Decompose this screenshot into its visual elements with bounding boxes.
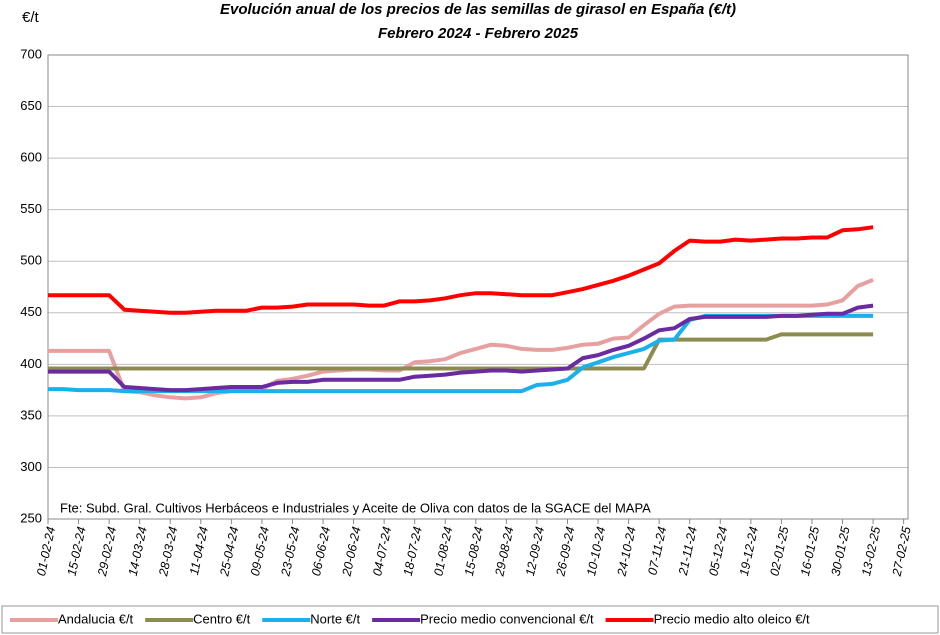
y-tick-label: 650 xyxy=(20,98,42,113)
legend-box xyxy=(1,605,939,634)
legend-label: Precio medio alto oleico €/t xyxy=(654,611,810,626)
y-tick-label: 350 xyxy=(20,407,42,422)
legend-label: Norte €/t xyxy=(310,611,360,626)
series-line xyxy=(48,225,874,315)
y-axis-label: €/t xyxy=(22,9,40,26)
y-tick-label: 700 xyxy=(20,46,42,61)
chart-subtitle: Febrero 2024 - Febrero 2025 xyxy=(378,25,579,42)
legend-label: Andalucia €/t xyxy=(58,611,134,626)
y-tick-label: 500 xyxy=(20,253,42,268)
legend-label: Precio medio convencional €/t xyxy=(420,611,594,626)
series-line xyxy=(48,303,874,393)
y-tick-label: 400 xyxy=(20,356,42,371)
chart-title: Evolución anual de los precios de las se… xyxy=(220,1,736,18)
y-tick-label: 450 xyxy=(20,304,42,319)
plot-border xyxy=(47,54,909,520)
y-tick-label: 300 xyxy=(20,459,42,474)
y-tick-label: 600 xyxy=(20,150,42,165)
series-line xyxy=(48,277,874,401)
annotation: Fte: Subd. Gral. Cultivos Herbáceos e In… xyxy=(60,500,651,515)
series-line xyxy=(48,332,874,371)
y-tick-label: 250 xyxy=(20,510,42,525)
y-tick-label: 550 xyxy=(20,201,42,216)
legend-label: Centro €/t xyxy=(193,611,250,626)
